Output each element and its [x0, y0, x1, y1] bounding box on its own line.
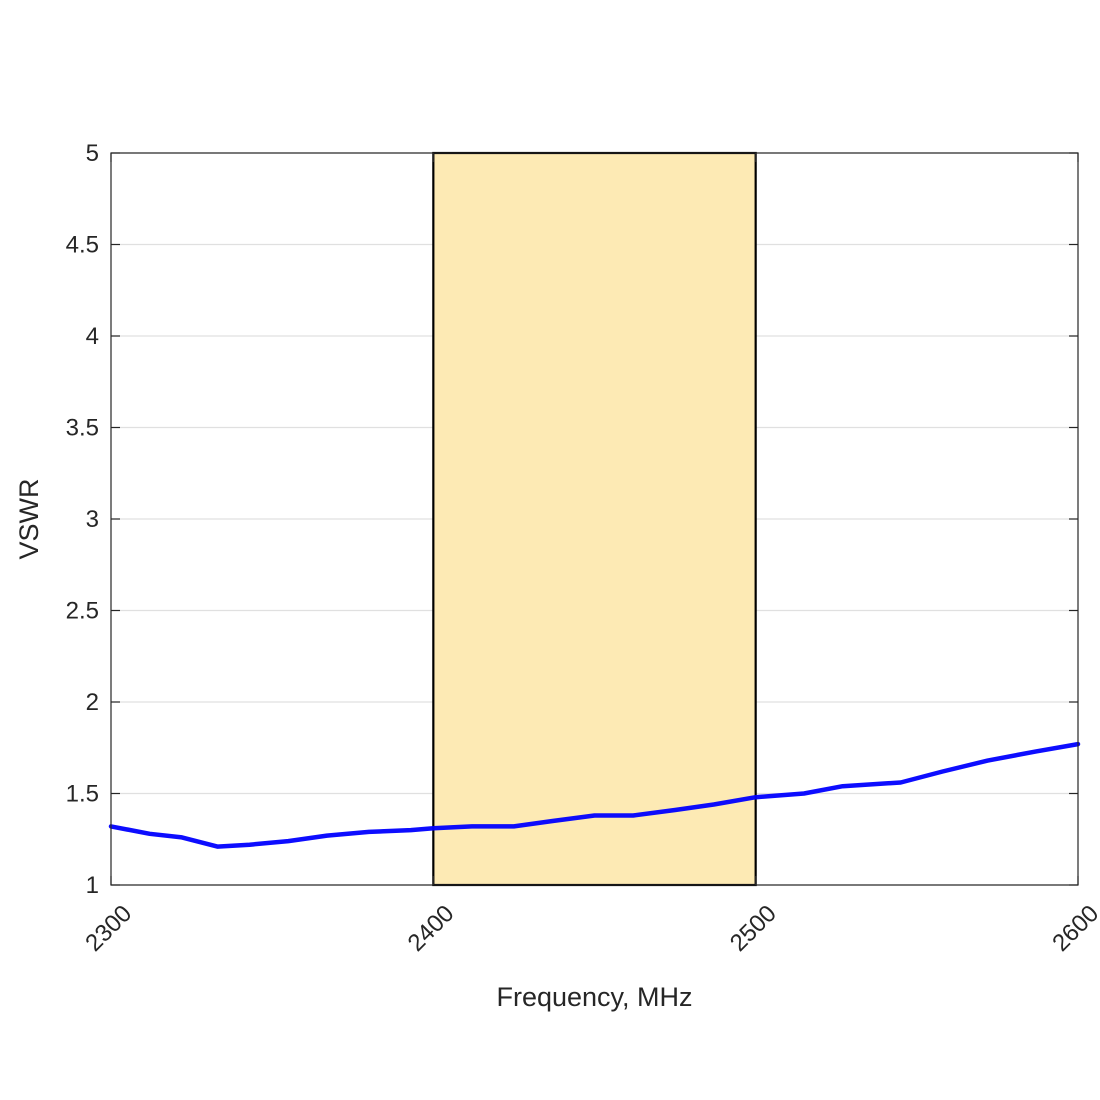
y-tick-label: 5: [86, 140, 99, 167]
y-tick-label: 3: [86, 506, 99, 533]
y-tick-label: 1.5: [66, 781, 99, 808]
y-tick-label: 2.5: [66, 598, 99, 625]
y-tick-label: 3.5: [66, 415, 99, 442]
y-tick-label: 4: [86, 323, 99, 350]
y-tick-label: 4.5: [66, 232, 99, 259]
series-layer: [108, 741, 1081, 849]
y-axis-label: VSWR: [14, 479, 44, 560]
highlight-band-layer: [432, 151, 757, 887]
series-line: [108, 741, 1081, 849]
y-tick-label: 2: [86, 689, 99, 716]
highlight-band: [432, 151, 757, 887]
x-axis-label: Frequency, MHz: [496, 982, 692, 1012]
y-tick-label: 1: [86, 872, 99, 899]
